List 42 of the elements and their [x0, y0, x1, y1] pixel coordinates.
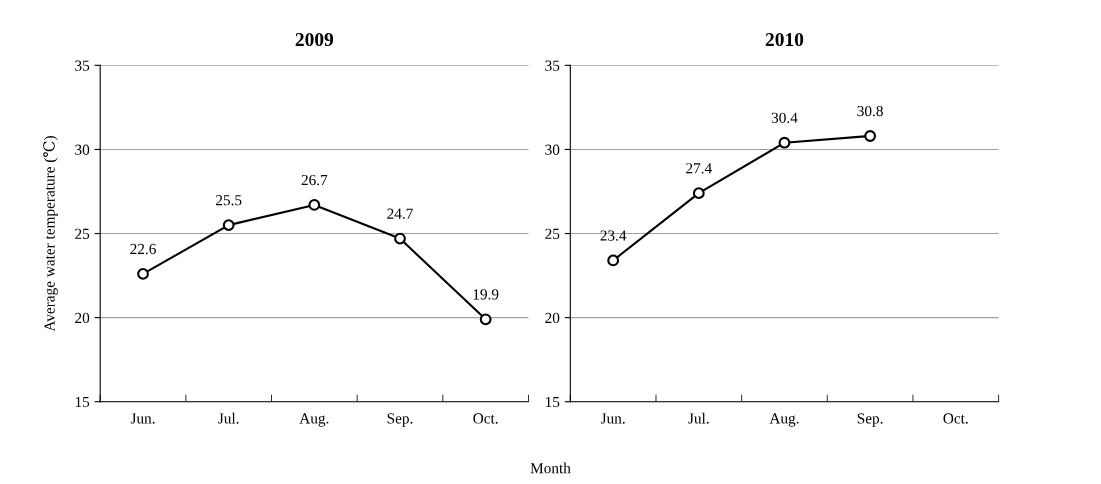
chart-title: 2010 [765, 32, 804, 47]
y-tick-label: 15 [545, 396, 560, 408]
data-label: 19.9 [473, 289, 499, 300]
data-label: 26.7 [301, 174, 328, 186]
y-tick-label: 15 [75, 396, 90, 408]
x-axis-title: Month [530, 462, 571, 474]
data-label: 27.4 [686, 163, 712, 174]
x-tick-label: Jul. [218, 412, 239, 424]
data-label: 30.4 [771, 112, 798, 123]
data-label: 24.7 [387, 208, 413, 219]
chart-title: 2009 [295, 32, 334, 47]
y-tick-label: 35 [545, 60, 560, 71]
x-tick-label: Jun. [600, 413, 625, 424]
x-tick-label: Sep. [857, 413, 883, 427]
point [692, 187, 705, 200]
point [778, 136, 791, 149]
data-label: 25.5 [215, 195, 242, 206]
x-tick-label: Oct. [473, 413, 498, 424]
x-tick-label: Oct. [943, 413, 968, 424]
data-label: 22.6 [130, 243, 156, 255]
point [394, 232, 406, 245]
x-tick-label: Aug. [769, 413, 799, 427]
point [607, 254, 620, 267]
data-label: 23.4 [600, 230, 627, 241]
point [137, 267, 149, 280]
y-tick-label: 35 [75, 60, 90, 71]
data-label: 30.8 [857, 105, 883, 117]
point [479, 313, 492, 326]
x-tick-label: Aug. [299, 413, 329, 427]
y-axis-title: Average water temperature (℃) [43, 136, 58, 332]
point [308, 199, 321, 211]
y-tick-label: 30 [75, 144, 90, 155]
y-tick-label: 25 [75, 228, 90, 239]
x-tick-label: Sep. [387, 413, 413, 427]
x-tick-label: Jul. [688, 412, 709, 424]
y-tick-label: 30 [545, 144, 560, 155]
x-tick-label: Jun. [130, 413, 155, 424]
y-tick-label: 20 [545, 312, 560, 324]
point [864, 130, 877, 142]
y-tick-label: 25 [545, 228, 560, 239]
point [222, 219, 235, 232]
y-tick-label: 20 [75, 312, 90, 324]
